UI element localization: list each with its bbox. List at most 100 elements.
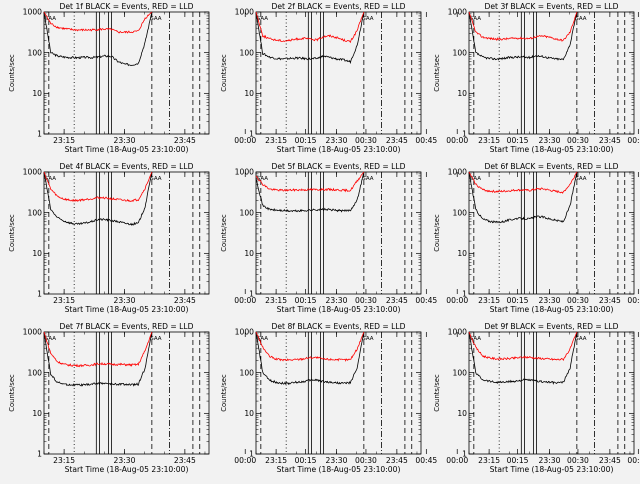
- chart-panel-5: Det 5f BLACK = Events, RED = LLD11010010…: [220, 162, 640, 314]
- x-tick-label: 00:30: [355, 456, 377, 465]
- y-tick-label: 1000: [235, 8, 254, 17]
- x-tick-label: 00:15: [295, 296, 317, 305]
- series-events-line: [468, 171, 578, 224]
- plot-frame: [255, 11, 422, 135]
- series-lld-line: [468, 11, 578, 42]
- x-tick-label: 00:15: [507, 456, 529, 465]
- chart-panel-1: Det 1f BLACK = Events, RED = LLD11010010…: [8, 2, 437, 154]
- saa-label: SAA: [470, 16, 482, 22]
- saa-label: SAA: [362, 16, 374, 22]
- x-tick-label: 00:15: [507, 296, 529, 305]
- chart-title: Det 7f BLACK = Events, RED = LLD: [60, 322, 194, 331]
- x-axis-label: Start Time (18-Aug-05 23:10:00): [277, 305, 401, 314]
- x-tick-label: 00:15: [295, 136, 317, 145]
- chart-title: Det 9f BLACK = Events, RED = LLD: [485, 322, 619, 331]
- x-tick-label: 23:30: [539, 296, 561, 305]
- series-events-line: [468, 11, 578, 61]
- y-tick-label: 100: [28, 368, 43, 377]
- series-lld-line: [255, 331, 365, 362]
- saa-label: SAA: [150, 16, 162, 22]
- x-tick-label: 23:15: [53, 136, 75, 145]
- x-tick-label: 00:45: [627, 136, 640, 145]
- x-tick-label: 23:30: [539, 136, 561, 145]
- x-tick-label: 23:45: [174, 456, 196, 465]
- saa-label: SAA: [45, 336, 57, 342]
- x-tick-label: 00:45: [415, 456, 437, 465]
- x-tick-label: 00:00: [446, 136, 468, 145]
- x-tick-label: 23:15: [265, 296, 287, 305]
- chart-title: Det 8f BLACK = Events, RED = LLD: [272, 322, 406, 331]
- y-tick-label: 1: [249, 130, 254, 139]
- x-tick-label: 23:15: [53, 296, 75, 305]
- x-tick-label: 23:30: [114, 456, 136, 465]
- series-events-line: [255, 11, 365, 65]
- x-axis-label: Start Time (18-Aug-05 23:10:00): [65, 145, 189, 154]
- y-tick-label: 1000: [448, 8, 467, 17]
- saa-label: SAA: [257, 176, 269, 182]
- series-lld-line: [43, 171, 153, 203]
- x-tick-label: 23:15: [265, 136, 287, 145]
- chart-title: Det 2f BLACK = Events, RED = LLD: [272, 2, 406, 11]
- x-tick-label: 00:00: [234, 136, 256, 145]
- x-tick-label: 23:30: [114, 296, 136, 305]
- x-axis-label: Start Time (18-Aug-05 23:10:00): [490, 305, 614, 314]
- chart-panel-3: Det 3f BLACK = Events, RED = LLD 1 10 100 10…: [433, 2, 635, 154]
- y-tick-label: 10: [457, 409, 467, 418]
- x-tick-label: 23:45: [599, 296, 621, 305]
- y-tick-label: 1000: [23, 328, 42, 337]
- y-tick-label: 1000: [23, 8, 42, 17]
- chart-title: Det 4f BLACK = Events, RED = LLD: [60, 162, 194, 171]
- y-axis-label: Counts/sec: [433, 54, 441, 92]
- y-tick-label: 100: [453, 208, 468, 217]
- y-tick-label: 100: [453, 368, 468, 377]
- saa-label: SAA: [470, 336, 482, 342]
- saa-label: SAA: [575, 336, 587, 342]
- y-tick-label: 1000: [23, 168, 42, 177]
- y-tick-label: 10: [244, 409, 254, 418]
- y-tick-label: 1: [462, 290, 467, 299]
- saa-label: SAA: [150, 336, 162, 342]
- x-tick-label: 23:15: [53, 456, 75, 465]
- x-tick-label: 23:15: [478, 136, 500, 145]
- x-axis-label: Start Time (18-Aug-05 23:10:00): [277, 465, 401, 474]
- x-tick-label: 23:30: [539, 456, 561, 465]
- series-events-line: [43, 11, 153, 67]
- plot-frame: [468, 331, 635, 455]
- x-tick-label: 23:45: [386, 456, 408, 465]
- y-axis-label: Counts/sec: [220, 374, 228, 412]
- x-tick-label: 00:15: [295, 456, 317, 465]
- y-tick-label: 1: [462, 450, 467, 459]
- x-tick-label: 00:00: [234, 456, 256, 465]
- x-axis-label: Start Time (18-Aug-05 23:10:00): [65, 465, 189, 474]
- x-tick-label: 00:30: [355, 136, 377, 145]
- x-tick-label: 23:45: [174, 296, 196, 305]
- y-tick-label: 100: [28, 208, 43, 217]
- saa-label: SAA: [257, 336, 269, 342]
- x-tick-label: 00:00: [446, 296, 468, 305]
- y-tick-label: 10: [32, 249, 42, 258]
- x-tick-label: 00:45: [627, 456, 640, 465]
- y-tick-label: 100: [453, 48, 468, 57]
- series-events-line: [255, 331, 365, 386]
- y-tick-label: 10: [32, 409, 42, 418]
- x-tick-label: 23:45: [386, 136, 408, 145]
- x-tick-label: 00:45: [415, 136, 437, 145]
- plot-frame: [255, 171, 422, 295]
- x-tick-label: 00:30: [567, 456, 589, 465]
- y-axis-label: Counts/sec: [433, 374, 441, 412]
- y-tick-label: 100: [240, 48, 255, 57]
- x-axis-label: Start Time (18-Aug-05 23:10:00): [65, 305, 189, 314]
- plot-frame: [43, 171, 210, 295]
- plot-frame: [468, 171, 635, 295]
- saa-label: SAA: [362, 336, 374, 342]
- y-tick-label: 1: [37, 290, 42, 299]
- x-tick-label: 23:45: [599, 456, 621, 465]
- chart-title: Det 5f BLACK = Events, RED = LLD: [272, 162, 406, 171]
- x-tick-label: 23:45: [599, 136, 621, 145]
- x-tick-label: 00:00: [446, 456, 468, 465]
- y-tick-label: 1: [37, 130, 42, 139]
- y-tick-label: 10: [457, 89, 467, 98]
- chart-title: Det 1f BLACK = Events, RED = LLD: [60, 2, 194, 11]
